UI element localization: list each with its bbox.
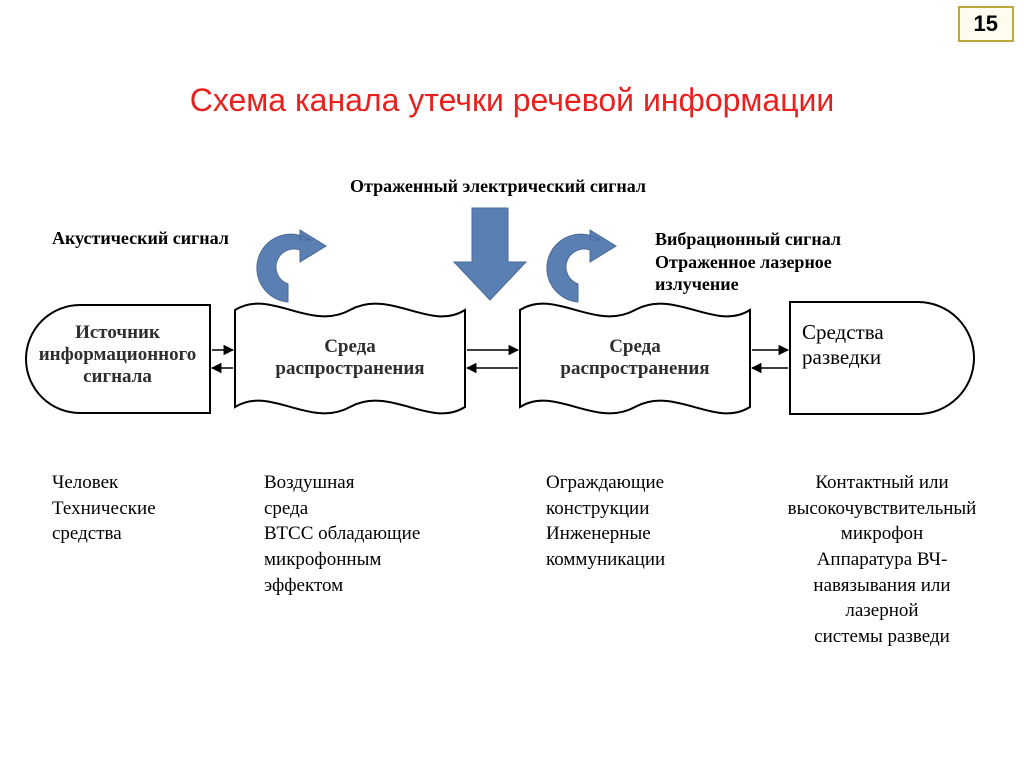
page-number-badge: 15	[958, 6, 1014, 42]
desc-col1: Человек Технические средства	[52, 470, 156, 547]
arrow-vibration-icon	[547, 230, 616, 302]
node-medium2-label: Среда распространения	[535, 336, 735, 380]
diagram: Отраженный электрический сигнал Акустиче…	[0, 170, 1024, 750]
page-title: Схема канала утечки речевой информации	[0, 82, 1024, 119]
node-recon-label: Средства разведки	[802, 320, 952, 370]
desc-col4: Контактный или высокочувствительный микр…	[772, 470, 992, 649]
node-source-label: Источник информационного сигнала	[35, 322, 200, 388]
page-number: 15	[974, 11, 998, 36]
arrow-reflected-icon	[454, 208, 526, 300]
desc-col2: Воздушная среда ВТСС обладающие микрофон…	[264, 470, 420, 598]
desc-col3: Ограждающие конструкции Инженерные комму…	[546, 470, 665, 573]
arrow-acoustic-icon	[257, 230, 326, 302]
node-medium1-label: Среда распространения	[250, 336, 450, 380]
